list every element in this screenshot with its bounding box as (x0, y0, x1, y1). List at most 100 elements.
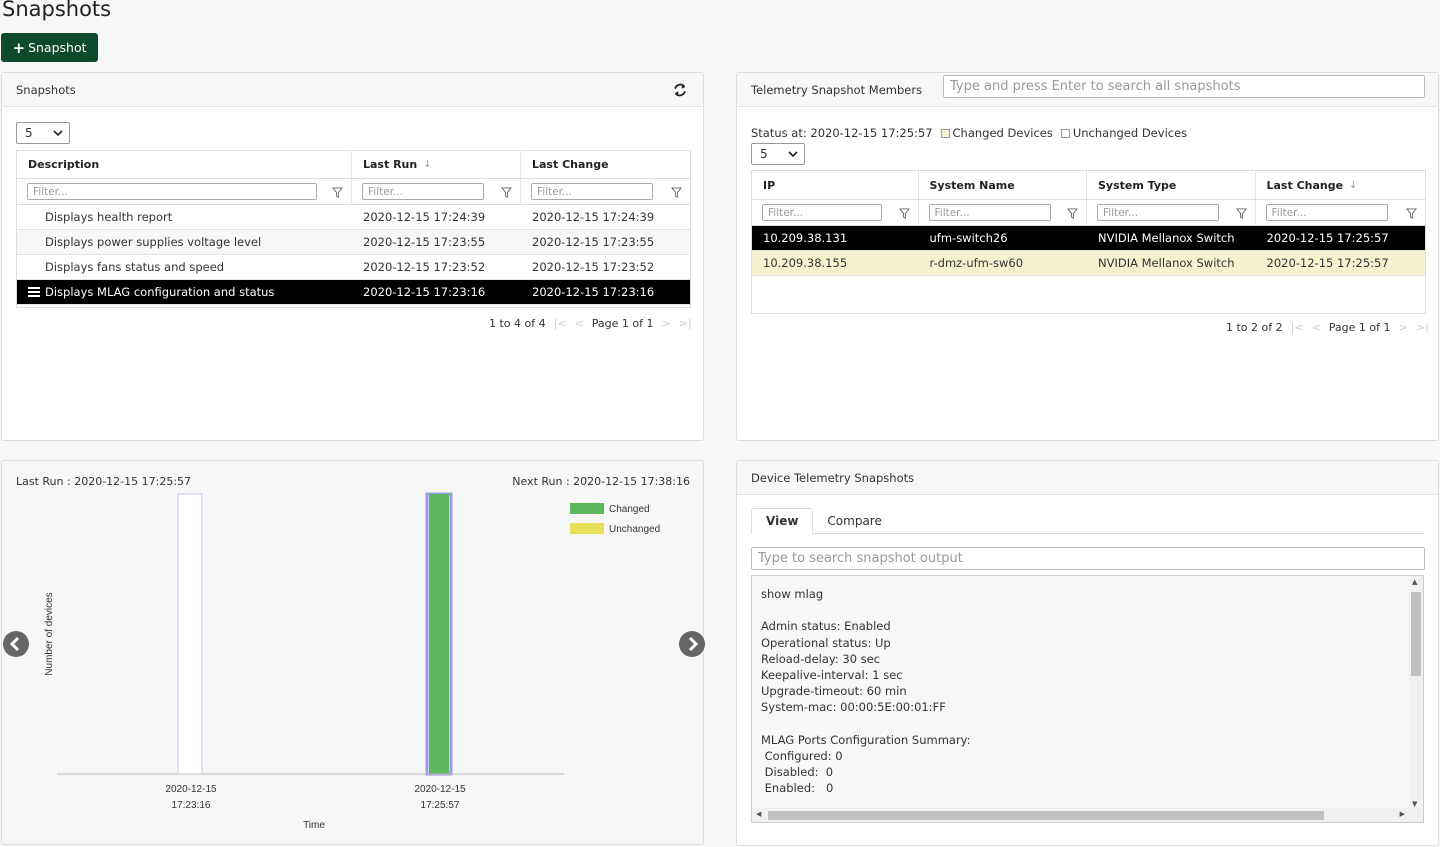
column-ip[interactable]: IP (752, 171, 919, 199)
column-description[interactable]: Description (17, 151, 352, 178)
x-tick-label: 2020-12-15 (414, 784, 466, 795)
horizontal-scrollbar[interactable]: ◀ ▶ (752, 808, 1423, 822)
status-line: Status at: 2020-12-15 17:25:57 Changed De… (751, 126, 1187, 140)
snapshots-panel-title: Snapshots (16, 82, 76, 97)
filter-icon[interactable] (898, 208, 910, 219)
last-page-icon[interactable]: >| (678, 317, 692, 330)
members-search-input[interactable]: Type and press Enter to search all snaps… (943, 75, 1425, 98)
prev-page-icon[interactable]: < (574, 317, 584, 330)
chart-panel: Last Run : 2020-12-15 17:25:57 Next Run … (1, 460, 705, 845)
column-last-run[interactable]: Last Run ↓ (352, 151, 521, 178)
last-run-label: Last Run : 2020-12-15 17:25:57 (16, 475, 192, 488)
x-tick-label: 17:25:57 (421, 800, 460, 811)
changed-devices-label: Changed Devices (952, 126, 1053, 140)
scroll-down-icon[interactable]: ▼ (1412, 800, 1418, 808)
add-snapshot-button[interactable]: + Snapshot (1, 33, 98, 62)
last-change-filter-input[interactable]: Filter... (531, 183, 653, 200)
first-page-icon[interactable]: |< (553, 317, 567, 330)
members-filter-row: Filter... Filter... Filter... Filter... (752, 200, 1425, 226)
snapshots-grid: Description Last Run ↓ Last Change Filter… (16, 150, 691, 308)
y-axis-label: Number of devices (44, 592, 55, 675)
last-page-icon[interactable]: >| (1415, 321, 1429, 334)
sort-down-icon: ↓ (1349, 179, 1358, 191)
unchanged-legend-swatch (1060, 129, 1070, 138)
table-row-selected[interactable]: Displays MLAG configuration and status 2… (17, 280, 690, 305)
unchanged-devices-label: Unchanged Devices (1072, 126, 1188, 140)
legend-swatch-changed (570, 503, 604, 514)
member-last-change-filter-input[interactable]: Filter... (1265, 204, 1388, 221)
chart-prev-button[interactable] (3, 631, 29, 657)
x-tick-label: 2020-12-15 (165, 784, 217, 795)
vertical-scroll-thumb[interactable] (1411, 592, 1421, 676)
add-snapshot-label: Snapshot (28, 40, 87, 55)
members-panel-title: Telemetry Snapshot Members (751, 82, 923, 97)
members-page-size-select[interactable]: 5 (751, 143, 805, 165)
snapshots-panel-header: Snapshots (2, 73, 703, 107)
members-pager: 1 to 2 of 2 |< < Page 1 of 1 > >| (1226, 321, 1429, 334)
filter-icon[interactable] (332, 187, 343, 198)
column-system-type[interactable]: System Type (1087, 171, 1256, 199)
device-panel-title: Device Telemetry Snapshots (751, 470, 915, 485)
scroll-left-icon[interactable]: ◀ (756, 810, 762, 818)
first-page-icon[interactable]: |< (1290, 321, 1304, 334)
system-type-filter-input[interactable]: Filter... (1097, 204, 1219, 221)
last-run-filter-input[interactable]: Filter... (362, 183, 484, 200)
snapshots-grid-header: Description Last Run ↓ Last Change (17, 151, 690, 179)
prev-page-icon[interactable]: < (1311, 321, 1321, 334)
column-last-change[interactable]: Last Change (532, 158, 609, 171)
snapshot-output-search-input[interactable]: Type to search snapshot output (751, 547, 1425, 570)
filter-icon[interactable] (671, 187, 682, 198)
table-row[interactable]: 10.209.38.155 r-dmz-ufm-sw60 NVIDIA Mell… (752, 251, 1425, 276)
table-row[interactable]: Displays power supplies voltage level 20… (17, 230, 690, 255)
table-row-selected[interactable]: 10.209.38.131 ufm-switch26 NVIDIA Mellan… (752, 226, 1425, 251)
scroll-right-icon[interactable]: ▶ (1399, 810, 1405, 818)
legend-label-changed: Changed (609, 504, 650, 515)
device-tabs: View Compare (751, 508, 1424, 534)
pager-page: Page 1 of 1 (591, 317, 654, 330)
filter-icon[interactable] (501, 187, 512, 198)
horizontal-scroll-thumb[interactable] (768, 811, 1324, 820)
snapshot-output: show mlag Admin status: Enabled Operatio… (751, 575, 1424, 823)
chevron-down-icon (53, 130, 63, 137)
legend-swatch-unchanged (570, 523, 604, 534)
refresh-icon[interactable] (673, 83, 687, 97)
snapshots-page-size-select[interactable]: 5 (16, 122, 70, 144)
x-tick-label: 17:23:16 (172, 800, 211, 811)
sort-down-icon: ↓ (423, 159, 432, 170)
legend-label-unchanged: Unchanged (609, 524, 660, 535)
snapshots-panel: Snapshots 5 Description Last Run ↓ Last C… (1, 72, 704, 441)
pager-range: 1 to 4 of 4 (489, 317, 546, 330)
filter-icon[interactable] (1235, 208, 1247, 219)
members-panel: Telemetry Snapshot Members Type and pres… (736, 72, 1439, 441)
device-snapshots-panel: Device Telemetry Snapshots View Compare … (736, 460, 1439, 846)
next-page-icon[interactable]: > (1398, 321, 1408, 334)
chevron-left-icon (9, 636, 20, 652)
snapshots-filter-row: Filter... Filter... Filter... (17, 179, 690, 205)
pager-page: Page 1 of 1 (1328, 321, 1391, 334)
snapshots-page-size-value: 5 (25, 126, 33, 140)
scroll-up-icon[interactable]: ▲ (1412, 578, 1418, 586)
table-row[interactable]: Displays fans status and speed 2020-12-1… (17, 255, 690, 280)
filter-icon[interactable] (1067, 208, 1078, 219)
x-axis-label: Time (303, 820, 325, 831)
description-filter-input[interactable]: Filter... (27, 183, 317, 200)
filter-icon[interactable] (1406, 208, 1417, 219)
tab-compare[interactable]: Compare (827, 513, 882, 528)
next-page-icon[interactable]: > (661, 317, 671, 330)
bar-changed-1[interactable] (429, 494, 449, 774)
snapshots-pager: 1 to 4 of 4 |< < Page 1 of 1 > >| (489, 317, 692, 330)
vertical-scrollbar[interactable]: ▲ ▼ (1409, 576, 1423, 810)
column-system-name[interactable]: System Name (919, 171, 1087, 199)
page-title: Snapshots (2, 0, 112, 21)
column-last-change[interactable]: Last Change ↓ (1266, 178, 1358, 192)
status-at: Status at: 2020-12-15 17:25:57 (751, 126, 933, 140)
table-row[interactable]: Displays health report 2020-12-15 17:24:… (17, 205, 690, 230)
snapshot-history-chart: 2020-12-15 17:23:16 2020-12-15 17:25:57 Tim… (44, 492, 660, 831)
tab-view[interactable]: View (751, 508, 814, 534)
pager-range: 1 to 2 of 2 (1226, 321, 1283, 334)
chart-next-button[interactable] (679, 631, 705, 657)
ip-filter-input[interactable]: Filter... (762, 204, 882, 221)
system-name-filter-input[interactable]: Filter... (928, 204, 1051, 221)
bar-column-0[interactable] (177, 493, 203, 775)
plus-icon: + (12, 38, 26, 57)
